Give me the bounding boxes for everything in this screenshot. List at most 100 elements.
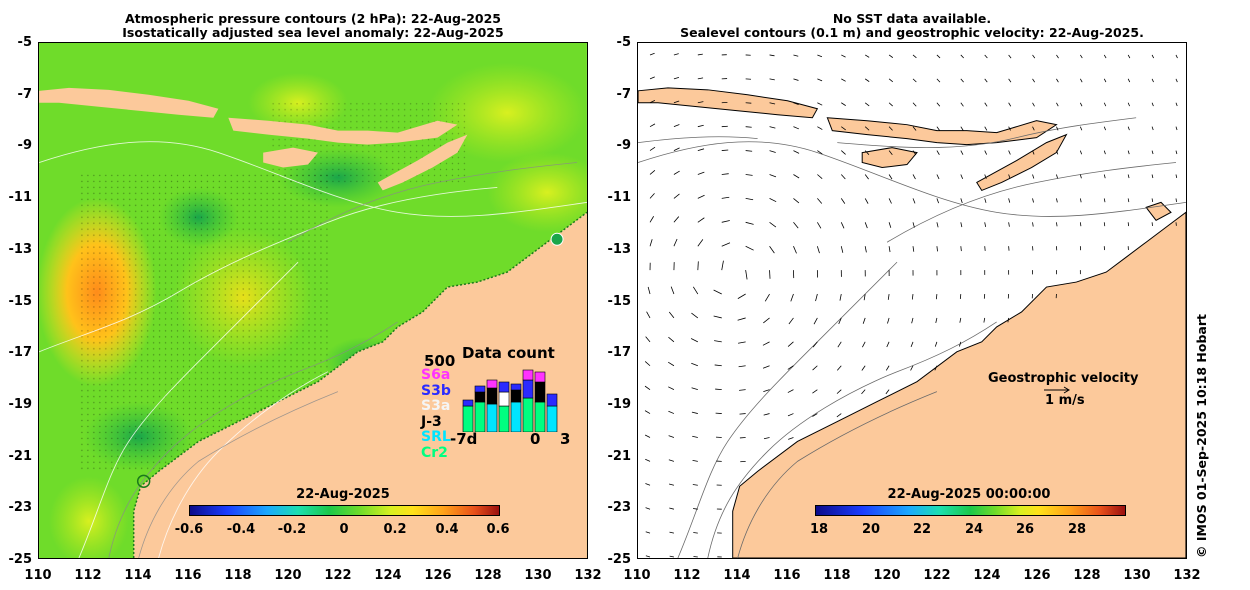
- velocity-arrow: [645, 531, 651, 534]
- velocity-arrow: [673, 193, 680, 199]
- velocity-arrow: [745, 270, 748, 280]
- colorbar-tick: 0.4: [435, 522, 459, 537]
- velocity-arrow: [1127, 54, 1131, 59]
- velocity-arrow: [697, 194, 705, 199]
- velocity-arrow: [841, 78, 846, 82]
- lon-tick-label: 124: [374, 568, 402, 583]
- velocity-arrow: [769, 126, 776, 129]
- colorbar-tick: 0.6: [486, 522, 510, 537]
- lon-tick-label: 120: [873, 568, 901, 583]
- velocity-arrow: [1079, 78, 1083, 83]
- velocity-arrow: [1032, 174, 1035, 179]
- velocity-arrow: [888, 222, 892, 228]
- velocity-arrow: [697, 53, 703, 56]
- velocity-arrow: [713, 315, 722, 319]
- velocity-arrow: [836, 389, 842, 394]
- data-count-xlabel: 0: [530, 430, 541, 448]
- velocity-arrow: [959, 341, 962, 347]
- velocity-arrow: [934, 341, 938, 347]
- lat-tick-label: -23: [8, 500, 33, 516]
- velocity-arrow: [840, 222, 845, 229]
- velocity-arrow: [984, 126, 988, 131]
- lat-tick-label: -7: [17, 86, 32, 102]
- velocity-arrow: [817, 126, 823, 130]
- velocity-arrow: [645, 483, 651, 486]
- left-colorbar-title: 22-Aug-2025: [296, 487, 390, 502]
- velocity-arrow: [1175, 174, 1178, 179]
- velocity-arrow: [1008, 222, 1010, 227]
- velocity-arrow: [838, 317, 842, 325]
- velocity-arrow: [959, 317, 962, 323]
- velocity-arrow: [691, 362, 698, 367]
- velocity-arrow: [745, 198, 754, 201]
- lon-tick-label: 120: [274, 568, 302, 583]
- land-right: [638, 87, 1186, 558]
- velocity-arrow: [960, 102, 964, 107]
- velocity-arrow: [793, 102, 799, 106]
- velocity-arrow: [910, 341, 914, 347]
- velocity-arrow: [745, 174, 753, 176]
- velocity-arrow: [697, 239, 704, 247]
- velocity-arrow: [721, 220, 730, 223]
- velocity-arrow: [817, 222, 822, 229]
- velocity-arrow: [673, 53, 679, 56]
- velocity-arrow: [714, 340, 722, 343]
- velocity-arrow: [960, 174, 964, 180]
- velocity-arrow: [762, 341, 770, 346]
- velocity-arrow: [721, 260, 724, 271]
- lon-tick-label: 128: [474, 568, 502, 583]
- velocity-arrow: [864, 126, 870, 131]
- velocity-arrow: [936, 54, 941, 59]
- velocity-arrow: [738, 341, 746, 344]
- velocity-arrow: [1032, 198, 1034, 203]
- velocity-arrow: [864, 222, 868, 229]
- copyright-label: © IMOS 01-Sep-2025 10:18 Hobart: [1194, 314, 1209, 558]
- velocity-arrow: [793, 78, 799, 81]
- velocity-arrow: [888, 54, 894, 58]
- velocity-arrow: [644, 385, 651, 390]
- velocity-arrow: [793, 150, 800, 154]
- velocity-arrow: [1079, 102, 1083, 107]
- velocity-legend-title: Geostrophic velocity: [988, 371, 1139, 386]
- left-colorbar: [189, 505, 500, 516]
- velocity-arrow: [1151, 54, 1155, 59]
- velocity-arrow: [936, 78, 941, 83]
- velocity-arrow: [691, 387, 698, 391]
- velocity-arrow: [984, 102, 988, 107]
- velocity-arrow: [646, 311, 651, 319]
- velocity-arrow: [1127, 174, 1130, 179]
- velocity-arrow: [669, 531, 675, 534]
- velocity-arrow: [668, 311, 675, 319]
- velocity-arrow: [769, 245, 775, 254]
- velocity-arrow: [840, 246, 844, 253]
- velocity-arrow: [1008, 174, 1011, 179]
- velocity-arrow: [745, 150, 753, 152]
- lat-tick-label: -11: [8, 190, 33, 206]
- velocity-arrow: [1008, 102, 1012, 107]
- velocity-arrow: [697, 171, 705, 175]
- velocity-scale-arrow: [1044, 386, 1070, 394]
- colorbar-tick: 22: [912, 522, 932, 537]
- velocity-arrow: [936, 126, 940, 131]
- lon-tick-label: 112: [673, 568, 701, 583]
- velocity-arrow: [864, 102, 870, 107]
- velocity-arrow: [697, 217, 705, 223]
- lat-tick-label: -19: [8, 396, 33, 412]
- left-contours: [39, 141, 587, 558]
- lon-tick-label: 118: [224, 568, 252, 583]
- velocity-arrow: [737, 293, 746, 299]
- velocity-arrow: [787, 389, 794, 393]
- velocity-arrow: [697, 77, 704, 80]
- velocity-arrow: [887, 293, 890, 300]
- velocity-arrow: [1175, 54, 1178, 59]
- colorbar-tick: 0.2: [383, 522, 407, 537]
- velocity-arrow: [912, 102, 917, 107]
- data-count-xlabel: -7d: [450, 430, 478, 448]
- velocity-arrow: [647, 286, 651, 295]
- colorbar-tick: 18: [809, 522, 829, 537]
- velocity-arrow: [691, 312, 699, 319]
- velocity-arrow: [1103, 102, 1107, 107]
- velocity-arrow: [912, 150, 917, 156]
- velocity-arrow: [813, 317, 818, 325]
- velocity-arrow: [912, 126, 917, 131]
